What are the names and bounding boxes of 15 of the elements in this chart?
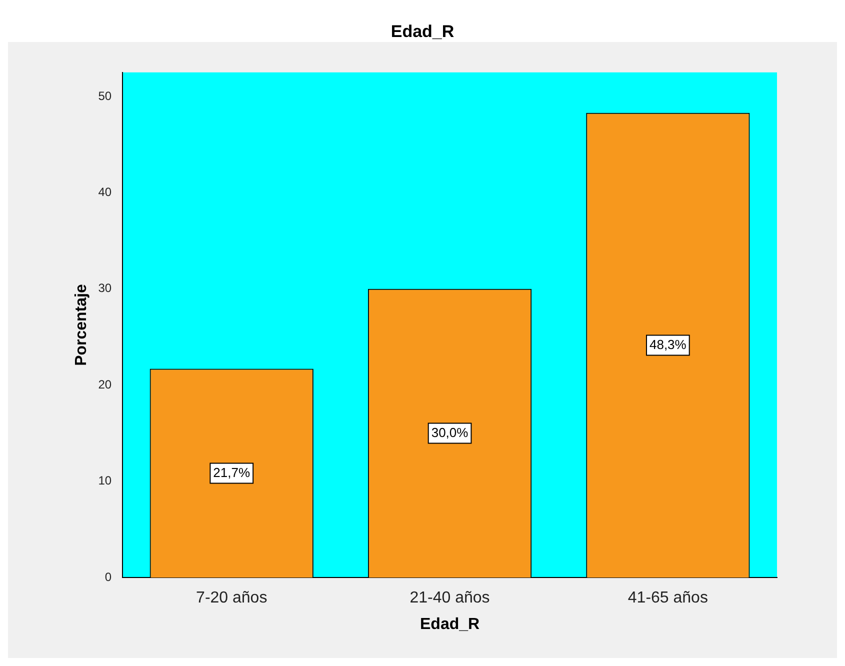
data-label: 21,7% xyxy=(213,464,250,480)
y-tick-label: 10 xyxy=(98,474,112,488)
data-label: 48,3% xyxy=(649,336,687,352)
chart-title: Edad_R xyxy=(390,22,454,41)
data-label: 30,0% xyxy=(431,424,469,440)
y-axis-title: Porcentaje xyxy=(73,284,90,366)
x-tick-label: 21-40 años xyxy=(410,590,490,607)
x-axis-title: Edad_R xyxy=(420,616,480,633)
y-tick-label: 20 xyxy=(98,377,112,392)
y-tick-label: 0 xyxy=(104,570,112,584)
y-tick-label: 50 xyxy=(98,88,112,103)
y-tick-label: 30 xyxy=(98,281,112,296)
y-tick-label: 40 xyxy=(98,185,112,199)
x-tick-label: 7-20 años xyxy=(196,590,268,607)
x-tick-label: 41-65 años xyxy=(628,590,708,607)
